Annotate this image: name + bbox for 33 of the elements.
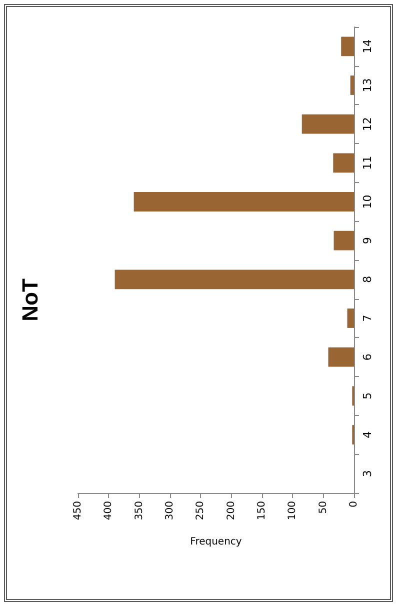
y-tick-label: 10 [361,194,374,209]
y-tick-label: 5 [361,392,374,400]
bar [341,36,354,56]
x-tick-label: 200 [226,501,237,520]
y-tick-label: 9 [361,237,374,244]
y-tick-label: 8 [361,276,374,283]
text: NoT [18,278,42,322]
x-tick-label: 100 [287,501,298,520]
x-tick-label: 400 [103,501,114,520]
bar [333,153,354,173]
x-tick-label: 150 [256,501,268,520]
bar [134,192,354,212]
y-tick-label: 7 [361,314,374,322]
y-tick-label: 13 [361,78,374,92]
bar [334,230,354,250]
y-tick-label: 14 [361,39,374,54]
x-tick-label: 350 [134,501,145,520]
y-tick-label: 4 [361,431,374,438]
y-tick-label: 6 [361,354,374,361]
x-tick-label: 50 [318,501,329,514]
x-tick-label: 450 [72,501,84,520]
bar [114,270,354,290]
y-tick-label: 12 [361,117,374,132]
bar [328,347,354,367]
x-axis-title: Frequency [190,536,242,548]
x-tick-label: 250 [195,501,206,520]
bar [347,308,354,328]
bar [350,76,354,95]
x-tick-label: 0 [348,501,360,508]
y-tick-label: 3 [361,470,374,478]
bar [302,114,354,134]
x-tick-label: 300 [164,501,176,520]
y-tick-label: 11 [361,156,374,170]
